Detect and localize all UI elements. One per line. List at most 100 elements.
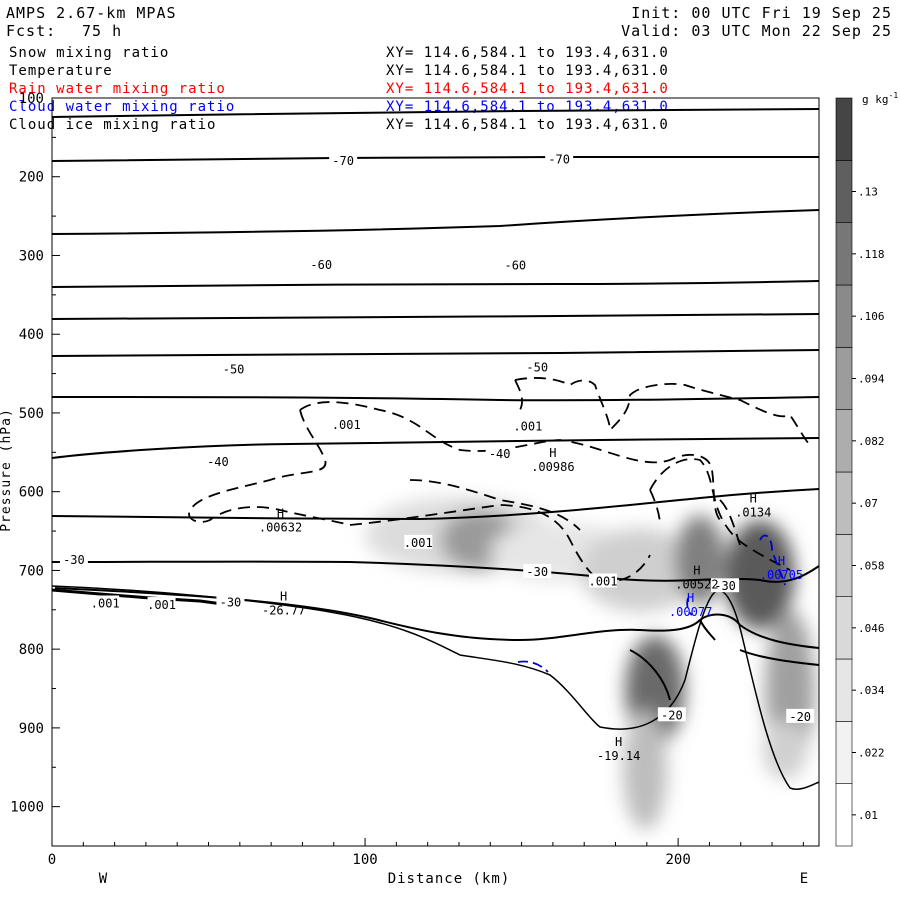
forecast-label: Fcst: — [6, 22, 57, 40]
cloud-ice-contour-label: .001 — [147, 598, 176, 612]
temp-label-bg — [657, 707, 686, 722]
high-marker-value: .00632 — [259, 521, 302, 535]
temperature-contour-label: -50 — [526, 360, 548, 374]
colorbar-swatch — [835, 596, 853, 660]
y-tick-label: 900 — [19, 721, 44, 737]
temperature-contour-label: -30 — [220, 596, 242, 610]
temperature-contours — [52, 108, 819, 701]
colorbar-swatch — [835, 284, 853, 348]
temperature-contour-label: -30 — [526, 565, 548, 579]
cloud-ice-contour-label: .001 — [589, 574, 618, 588]
field-xy-rain: XY= 114.6,584.1 to 193.4,631.0 — [386, 81, 669, 97]
plot-labels: -70 -70 -60 -60 -50 -50 -40 -40 -30 -30 -30 -30 -20 -… — [59, 151, 815, 724]
temperature-contour-label: -30 — [714, 579, 736, 593]
x-tick-label: 100 — [352, 852, 377, 868]
temp-label-bg — [711, 578, 740, 593]
colorbar: .01 .022 .034 .046 .058 .07 .082 .094 .106 .118 .1… — [835, 97, 885, 847]
field-xy-snow: XY= 114.6,584.1 to 193.4,631.0 — [386, 45, 669, 61]
temperature-contour-label: -60 — [310, 258, 332, 272]
colorbar-level-label: .01 — [858, 809, 878, 822]
forecast-hours: 75 h — [82, 22, 123, 40]
temp-label-bg — [523, 563, 552, 578]
valid-time: Valid: 03 UTC Mon 22 Sep 25 — [621, 22, 892, 40]
temperature-contour-label: -50 — [223, 363, 245, 377]
y-tick-label: 800 — [19, 642, 44, 658]
y-axis-title: Pressure (hPa) — [0, 408, 14, 532]
temp-label-bg — [219, 361, 248, 376]
high-marker-value: .00522 — [675, 577, 718, 591]
plot-frame — [51, 97, 820, 847]
temp-label-bg — [59, 552, 88, 567]
high-marker-value: .00986 — [531, 460, 574, 474]
field-name-cloud-water: Cloud water mixing ratio — [9, 99, 236, 115]
temperature-contour-label: -40 — [207, 455, 229, 469]
colorbar-level-label: .118 — [858, 248, 885, 261]
high-marker: H — [280, 589, 287, 603]
ice-label-bg — [513, 418, 542, 433]
colorbar-unit-base: g kg — [862, 93, 889, 106]
temperature-contour-label: -40 — [489, 447, 511, 461]
high-marker-value: .00077 — [669, 605, 712, 619]
high-marker: H — [615, 735, 622, 749]
x-tick-label: 200 — [665, 852, 690, 868]
y-axis: 100 200 300 400 500 600 700 800 900 1000 — [10, 91, 60, 847]
high-marker: H — [549, 446, 556, 460]
high-marker-value: .0134 — [735, 506, 771, 520]
temp-label-bg — [501, 257, 530, 272]
temp-label-bg — [307, 256, 336, 271]
colorbar-swatch — [835, 783, 853, 847]
temperature-contour-label: -60 — [504, 259, 526, 273]
y-tick-label: 200 — [19, 170, 44, 186]
temp-label-bg — [786, 708, 815, 723]
temp-label-bg — [203, 453, 232, 468]
colorbar-swatch — [835, 347, 853, 410]
cloud-ice-contour-label: .001 — [513, 419, 542, 433]
field-name-rain: Rain water mixing ratio — [9, 81, 226, 97]
colorbar-swatch — [835, 409, 853, 473]
field-name-temperature: Temperature — [9, 63, 113, 79]
snow-shading — [365, 497, 815, 830]
field-name-snow: Snow mixing ratio — [9, 45, 170, 61]
cloud-ice-contour-label: .001 — [332, 418, 361, 432]
colorbar-swatch — [835, 222, 853, 286]
east-label: E — [800, 871, 808, 887]
high-marker: H — [778, 554, 785, 568]
temperature-contour-label: -30 — [63, 553, 85, 567]
init-time: Init: 00 UTC Fri 19 Sep 25 — [631, 4, 892, 22]
ice-label-bg — [404, 534, 433, 549]
temperature-contour-label: -70 — [332, 154, 354, 168]
high-marker: H — [693, 563, 700, 577]
colorbar-swatch — [835, 97, 853, 161]
y-tick-label: 400 — [19, 327, 44, 343]
temp-label-bg — [545, 151, 574, 166]
x-tick-label: 0 — [48, 852, 56, 868]
ice-label-bg — [91, 595, 120, 610]
cloud-ice-contours — [188, 377, 811, 583]
x-axis: 0 100 200 — [48, 838, 804, 868]
y-tick-label: 1000 — [10, 800, 44, 816]
temp-label-bg — [485, 445, 514, 460]
colorbar-level-label: .046 — [858, 622, 885, 635]
ice-label-bg — [332, 416, 361, 431]
high-marker: H — [687, 591, 694, 605]
x-axis-title: Distance (km) — [388, 871, 511, 887]
colorbar-swatch — [835, 721, 853, 784]
colorbar-level-label: .082 — [858, 435, 885, 448]
colorbar-swatch — [835, 658, 853, 722]
ice-label-bg — [588, 573, 617, 588]
temperature-contour-label: -20 — [789, 710, 811, 724]
temp-label-bg — [329, 152, 358, 167]
high-marker: H — [277, 507, 284, 521]
colorbar-level-label: .13 — [858, 186, 878, 199]
colorbar-level-label: .094 — [858, 373, 885, 386]
colorbar-level-label: .034 — [858, 684, 885, 697]
ice-label-bg — [147, 597, 176, 612]
colorbar-level-label: .022 — [858, 747, 885, 760]
high-marker-value: .00705 — [760, 568, 803, 582]
cloud-water-contours — [517, 534, 786, 673]
temp-label-bg — [523, 359, 552, 374]
cloud-ice-contour-label: .001 — [91, 596, 120, 610]
west-label: W — [99, 871, 108, 887]
temp-label-bg — [216, 594, 245, 609]
